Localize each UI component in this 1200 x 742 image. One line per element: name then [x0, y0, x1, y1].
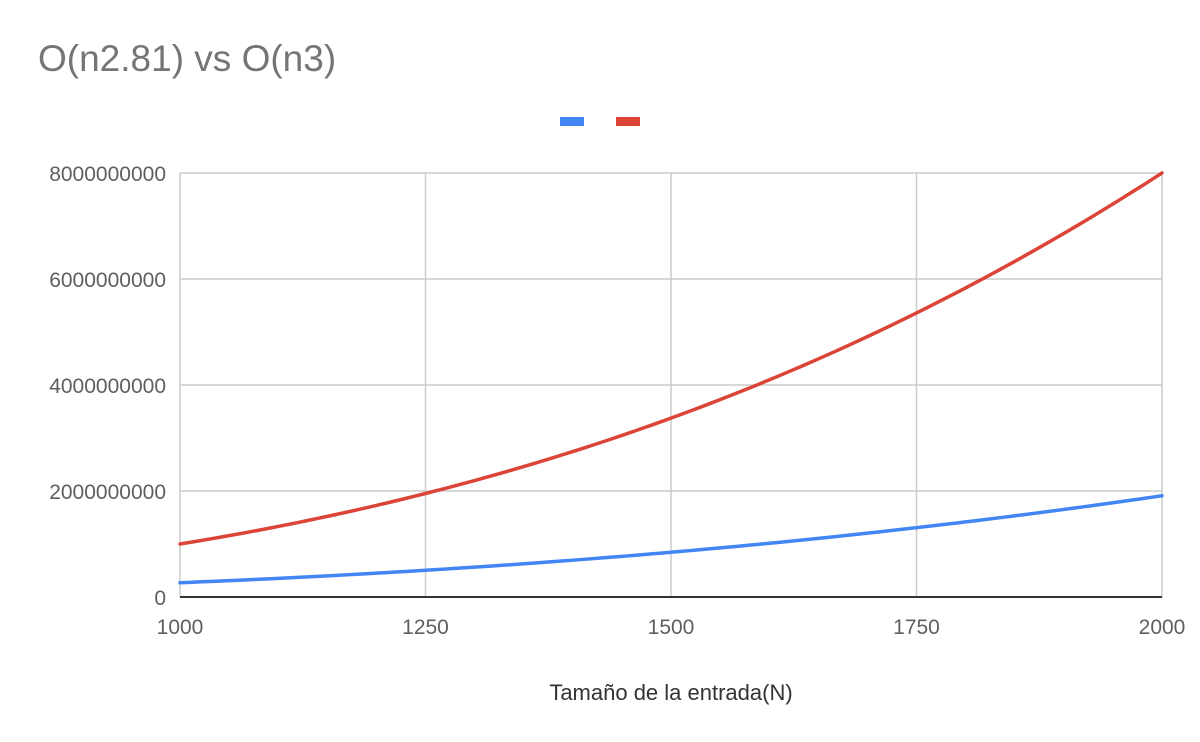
y-axis-ticks: 0 2000000000 4000000000 6000000000 800000000…: [49, 163, 166, 610]
x-tick-label: 1500: [648, 616, 695, 639]
legend: [560, 117, 640, 126]
x-tick-label: 1750: [893, 616, 940, 639]
x-tick-label: 2000: [1139, 616, 1186, 639]
grid: [179, 172, 1163, 597]
y-tick-label: 2000000000: [49, 481, 166, 504]
legend-swatch-2: [616, 117, 640, 126]
legend-swatch-1: [560, 117, 584, 126]
chart-title: O(n2.81) vs O(n3): [38, 38, 337, 79]
x-axis-ticks: 1000 1250 1500 1750 2000: [157, 616, 1186, 639]
series-lines: [178, 171, 1164, 585]
y-tick-label: 4000000000: [49, 375, 166, 398]
y-tick-label: 8000000000: [49, 163, 166, 186]
x-axis-title: Tamaño de la entrada(N): [549, 680, 792, 705]
series-line-2: [178, 171, 1164, 546]
series-line-1: [178, 494, 1164, 585]
y-tick-label: 6000000000: [49, 269, 166, 292]
x-tick-label: 1250: [402, 616, 449, 639]
x-tick-label: 1000: [157, 616, 204, 639]
y-tick-label: 0: [154, 587, 166, 610]
